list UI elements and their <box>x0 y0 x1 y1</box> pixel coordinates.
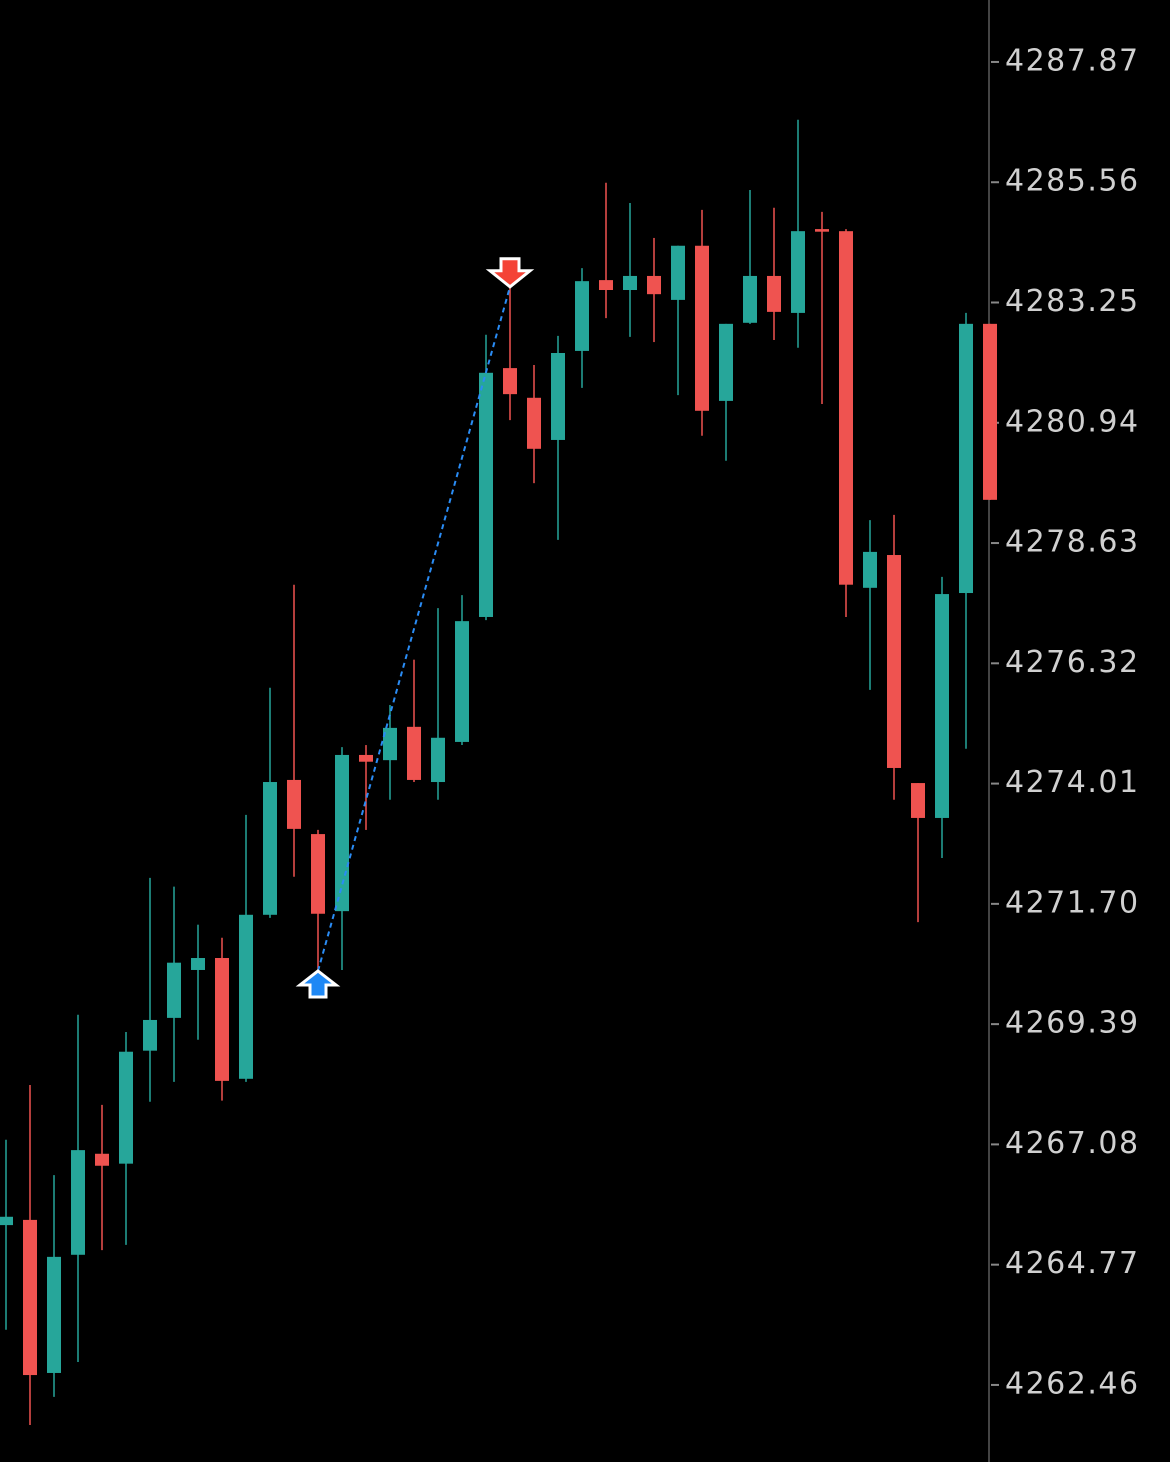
y-tick-label: 4283.25 <box>1005 284 1140 319</box>
candle-body <box>743 275 757 323</box>
candle-body <box>815 229 829 232</box>
buy-arrow <box>295 969 341 999</box>
candle-body <box>911 783 925 818</box>
candle-body <box>623 275 637 291</box>
candle-body <box>551 353 565 440</box>
candle-body <box>95 1153 109 1166</box>
candle-body <box>263 782 277 915</box>
y-tick-label: 4287.87 <box>1005 43 1140 78</box>
candle-body <box>455 621 469 742</box>
candle-body <box>503 368 517 395</box>
candle-body <box>239 914 253 1079</box>
candle-body <box>695 245 709 411</box>
y-tick-label: 4262.46 <box>1005 1366 1140 1401</box>
y-tick-label: 4269.39 <box>1005 1006 1140 1041</box>
candle-body <box>167 962 181 1018</box>
candle-body <box>983 323 997 500</box>
candle-body <box>335 754 349 912</box>
candle-body <box>431 737 445 783</box>
candle-body <box>311 834 325 914</box>
y-tick-label: 4285.56 <box>1005 164 1140 199</box>
candle-body <box>479 372 493 617</box>
candle-body <box>359 754 373 762</box>
candle-body <box>959 323 973 594</box>
candle-body <box>647 275 661 295</box>
candle-body <box>863 551 877 588</box>
candle-body <box>791 231 805 313</box>
candle-body <box>671 245 685 300</box>
y-tick-label: 4276.32 <box>1005 645 1140 680</box>
candle-body <box>119 1051 133 1164</box>
candle-body <box>767 275 781 312</box>
candle-body <box>71 1150 85 1255</box>
y-tick-label: 4278.63 <box>1005 525 1140 560</box>
candle-body <box>23 1219 37 1376</box>
candle-body <box>527 397 541 449</box>
y-tick-label: 4267.08 <box>1005 1126 1140 1161</box>
candle-body <box>191 958 205 970</box>
y-tick-label: 4280.94 <box>1005 404 1140 439</box>
sell-arrow <box>485 257 535 289</box>
candle-body <box>407 726 421 780</box>
y-tick-label: 4274.01 <box>1005 765 1140 800</box>
candle-body <box>599 280 613 291</box>
candle-body <box>143 1019 157 1051</box>
candle-body <box>383 727 397 761</box>
candle-body <box>47 1256 61 1373</box>
candle-body <box>0 1216 13 1226</box>
candle-body <box>215 958 229 1081</box>
y-tick-label: 4271.70 <box>1005 885 1140 920</box>
trade-connector <box>317 286 511 972</box>
candle-body <box>287 779 301 829</box>
candle-body <box>935 594 949 818</box>
candle-body <box>575 281 589 351</box>
candle-body <box>887 555 901 768</box>
y-tick-label: 4264.77 <box>1005 1246 1140 1281</box>
candle-body <box>839 231 853 585</box>
candle-body <box>719 323 733 401</box>
